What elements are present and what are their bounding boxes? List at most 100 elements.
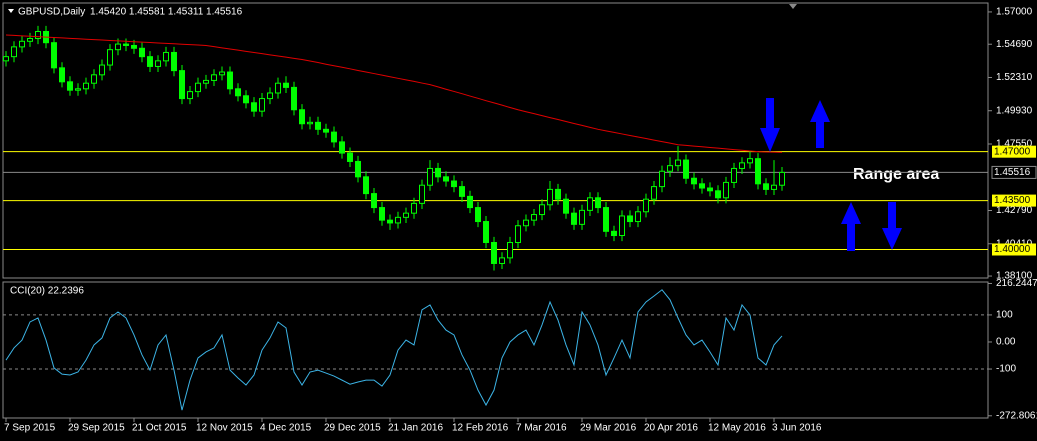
candle-body (403, 212, 409, 218)
candle-body (691, 177, 697, 185)
candle-body (99, 64, 105, 76)
candle-body (643, 198, 649, 213)
y-tick-label: 0.00 (996, 337, 1016, 348)
candle-body (555, 188, 561, 200)
candle-body (435, 167, 441, 178)
candle-body (659, 170, 665, 188)
candle-body (539, 204, 545, 216)
candle-body (779, 171, 785, 186)
candle-body (35, 31, 41, 39)
candle-body (243, 95, 249, 104)
current-price-box (991, 165, 1037, 179)
candle-body (307, 121, 313, 125)
candle-body (459, 186, 465, 197)
candle-body (427, 167, 433, 186)
candle-body (227, 71, 233, 90)
y-tick-label: 1.49930 (996, 105, 1033, 116)
candle-body (683, 159, 689, 179)
y-tick-label: 1.42790 (996, 205, 1033, 216)
candle-body (651, 186, 657, 200)
candle-body (19, 40, 25, 48)
x-tick-label: 20 Apr 2016 (644, 423, 698, 434)
up-arrow (810, 100, 830, 148)
x-tick-label: 7 Sep 2015 (4, 423, 56, 434)
candle-body (211, 74, 217, 81)
candle-body (123, 43, 129, 46)
candle-body (579, 209, 585, 225)
candle-body (619, 215, 625, 237)
candle-body (147, 56, 153, 67)
candle-body (75, 88, 81, 91)
menu-triangle (8, 9, 14, 13)
candle-body (11, 46, 17, 58)
x-tick-label: 7 Mar 2016 (516, 423, 567, 434)
moving-average (5, 34, 783, 153)
candle-body (363, 176, 369, 195)
x-tick-label: 29 Sep 2015 (68, 423, 125, 434)
candle-body (163, 51, 169, 62)
x-tick-label: 21 Jan 2016 (388, 423, 443, 434)
candle-body (507, 242, 513, 259)
level-label: 1.43500 (994, 195, 1031, 206)
current-price-label: 1.45516 (994, 167, 1031, 178)
candle-body (627, 215, 633, 223)
candle-body (27, 37, 33, 42)
y-tick-label: 216.2447 (996, 278, 1037, 289)
candle-body (763, 183, 769, 190)
candle-body (3, 56, 9, 62)
y-tick-label: -272.8061 (996, 410, 1037, 421)
candle-body (131, 44, 137, 49)
candle-body (387, 219, 393, 224)
y-tick-label: 1.52310 (996, 72, 1033, 83)
x-tick-label: 12 Feb 2016 (452, 423, 509, 434)
candle-body (139, 47, 145, 58)
candle-body (523, 219, 529, 227)
candle-body (67, 81, 73, 91)
level-label-box (992, 145, 1036, 158)
ohlc-label: 1.45420 1.45581 1.45311 1.45516 (90, 7, 243, 18)
indicator-title: CCI(20) 22.2396 (10, 286, 84, 297)
candle-body (603, 207, 609, 232)
candle-body (707, 187, 713, 192)
level-label: 1.40000 (994, 244, 1031, 255)
up-arrow (841, 202, 861, 251)
candle-body (179, 70, 185, 100)
candle-body (379, 207, 385, 221)
candle-body (235, 88, 241, 97)
chart-title: GBPUSD,Daily (18, 7, 85, 18)
candle-body (595, 197, 601, 209)
y-tick-label: -100 (996, 364, 1016, 375)
candle-body (259, 98, 265, 112)
y-tick-label: 1.47550 (996, 139, 1033, 150)
candle-body (267, 92, 273, 100)
candle-body (107, 49, 113, 66)
candle-body (563, 198, 569, 214)
candle-body (675, 159, 681, 167)
price-panel (2, 2, 989, 279)
candle-body (771, 184, 777, 190)
candle-body (115, 43, 121, 51)
candle-body (275, 82, 281, 94)
candle-body (411, 202, 417, 214)
candle-body (187, 91, 193, 100)
x-tick-label: 29 Mar 2016 (580, 423, 637, 434)
candle-body (419, 184, 425, 204)
candle-body (315, 121, 321, 130)
candle-body (531, 214, 537, 221)
candle-body (747, 158, 753, 164)
candle-body (451, 180, 457, 188)
candle-body (483, 221, 489, 244)
x-tick-label: 12 Nov 2015 (196, 423, 253, 434)
candle-body (91, 74, 97, 84)
arrows (760, 98, 902, 251)
candle-body (635, 211, 641, 223)
cci-panel (2, 281, 989, 419)
candle-body (667, 165, 673, 172)
x-tick-label: 21 Oct 2015 (132, 423, 187, 434)
candle-body (723, 181, 729, 199)
candle-body (59, 67, 65, 83)
candle-body (699, 183, 705, 189)
candle-body (755, 158, 761, 185)
x-tick-label: 12 May 2016 (708, 423, 766, 434)
